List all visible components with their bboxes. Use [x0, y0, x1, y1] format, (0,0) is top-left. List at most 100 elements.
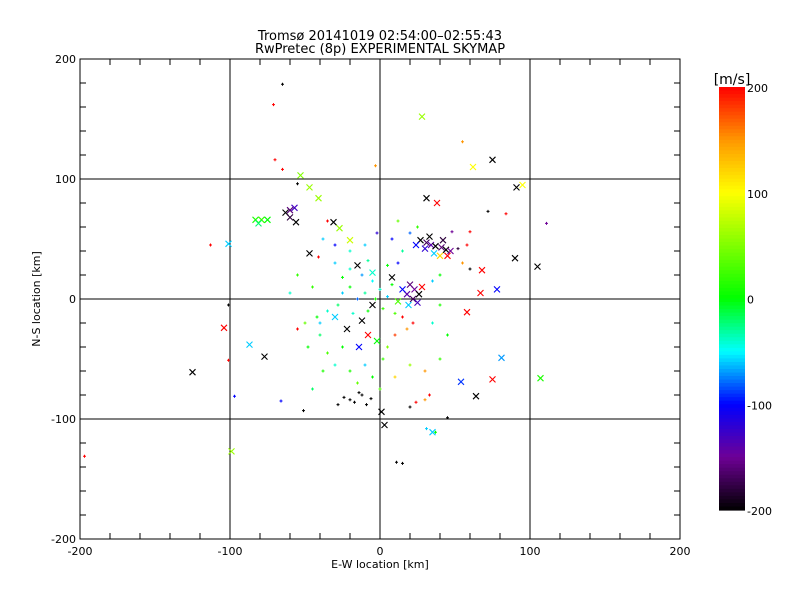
colorbar-tick-label: 0	[747, 294, 754, 307]
colorbar-segment	[719, 256, 745, 261]
data-point-cross	[414, 299, 421, 306]
colorbar-segment	[719, 478, 745, 483]
colorbar-segment	[719, 450, 745, 455]
data-point-dot	[465, 243, 469, 247]
data-point-dot	[363, 363, 367, 367]
data-point-dot	[363, 291, 367, 295]
data-point-dot	[390, 283, 394, 287]
data-point-dot	[348, 398, 352, 402]
data-point-dot	[393, 333, 397, 337]
colorbar-segment	[719, 323, 745, 328]
colorbar-segment	[719, 474, 745, 479]
colorbar-tick-label: 200	[747, 82, 768, 95]
data-point-cross	[355, 343, 363, 351]
colorbar-segment	[719, 87, 745, 92]
data-point-dot	[371, 375, 374, 379]
colorbar-segment	[719, 178, 745, 183]
colorbar-segment	[719, 153, 745, 159]
data-point-dot	[371, 279, 374, 283]
colorbar-segment	[719, 111, 745, 116]
colorbar-segment	[719, 273, 745, 278]
y-tick-label: 100	[55, 173, 76, 186]
colorbar-segment	[719, 266, 745, 271]
data-point-dot	[321, 369, 325, 373]
data-point-dot	[357, 391, 361, 395]
data-point-dot	[333, 261, 337, 265]
data-point-cross	[246, 341, 253, 348]
colorbar-segment	[719, 361, 745, 367]
data-point-dot	[353, 400, 356, 404]
colorbar-segment	[719, 344, 745, 349]
data-point-dot	[431, 321, 434, 325]
y-tick-label: 200	[55, 53, 76, 66]
colorbar-segment	[719, 259, 745, 264]
colorbar-segment	[719, 319, 745, 324]
colorbar-segment	[719, 337, 745, 342]
colorbar-segment	[719, 94, 745, 99]
data-point-dot	[336, 303, 340, 307]
colorbar-segment	[719, 220, 745, 226]
colorbar-segment	[719, 118, 745, 123]
data-point-dot	[296, 182, 299, 186]
colorbar-segment	[719, 460, 745, 465]
colorbar-segment	[719, 485, 745, 490]
data-point-dot	[279, 399, 283, 403]
data-point-dot	[461, 261, 464, 265]
colorbar-segment	[719, 411, 745, 416]
data-point-dot	[386, 345, 389, 349]
data-point-dot	[360, 273, 364, 277]
colorbar-segment	[719, 104, 745, 109]
colorbar-segment	[719, 404, 745, 409]
x-tick-label: 100	[520, 545, 541, 558]
data-point-dot	[401, 249, 404, 253]
colorbar-segment	[719, 245, 745, 250]
data-point-cross	[297, 172, 304, 179]
data-point-cross	[399, 286, 406, 293]
x-tick-label: -100	[218, 545, 243, 558]
data-point-dot	[423, 369, 427, 373]
colorbar-segment	[719, 294, 745, 300]
data-point-dot	[411, 321, 415, 325]
data-point-cross	[220, 324, 228, 332]
data-point-dot	[396, 219, 400, 223]
data-point-dot	[227, 358, 230, 362]
data-point-dot	[318, 333, 322, 337]
data-point-cross	[255, 220, 262, 227]
data-point-dot	[281, 82, 284, 86]
y-tick-label: -200	[51, 533, 76, 546]
data-point-cross	[373, 337, 381, 345]
colorbar-segment	[719, 224, 745, 229]
colorbar-segment	[719, 139, 745, 144]
data-point-dot	[351, 311, 355, 315]
data-point-cross	[463, 308, 471, 316]
data-point-cross	[447, 247, 454, 255]
data-point-cross	[378, 408, 385, 416]
data-point-cross	[513, 184, 520, 191]
data-point-dot	[273, 158, 277, 162]
data-point-dot	[356, 381, 359, 385]
colorbar-segment	[719, 143, 745, 148]
data-point-dot	[333, 363, 337, 367]
colorbar-segment	[719, 326, 745, 331]
data-point-cross	[511, 254, 519, 262]
colorbar-segment	[719, 425, 745, 430]
data-point-cross	[306, 250, 313, 257]
colorbar-segment	[719, 228, 745, 233]
colorbar-segment	[719, 435, 745, 441]
data-point-dot	[366, 259, 370, 263]
colorbar-segment	[719, 182, 745, 187]
data-point-dot	[281, 167, 284, 171]
data-point-cross	[409, 295, 417, 303]
data-point-cross	[306, 184, 313, 191]
colorbar-segment	[719, 302, 745, 307]
data-point-dot	[545, 221, 548, 225]
data-point-cross	[534, 263, 541, 270]
colorbar-segment	[719, 340, 745, 345]
data-point-cross	[426, 233, 433, 240]
data-point-cross	[412, 241, 420, 249]
data-point-dot	[369, 397, 373, 401]
colorbar-segment	[719, 467, 745, 472]
data-point-dot	[366, 309, 370, 313]
data-point-dot	[401, 461, 404, 465]
data-point-dot	[363, 243, 367, 247]
